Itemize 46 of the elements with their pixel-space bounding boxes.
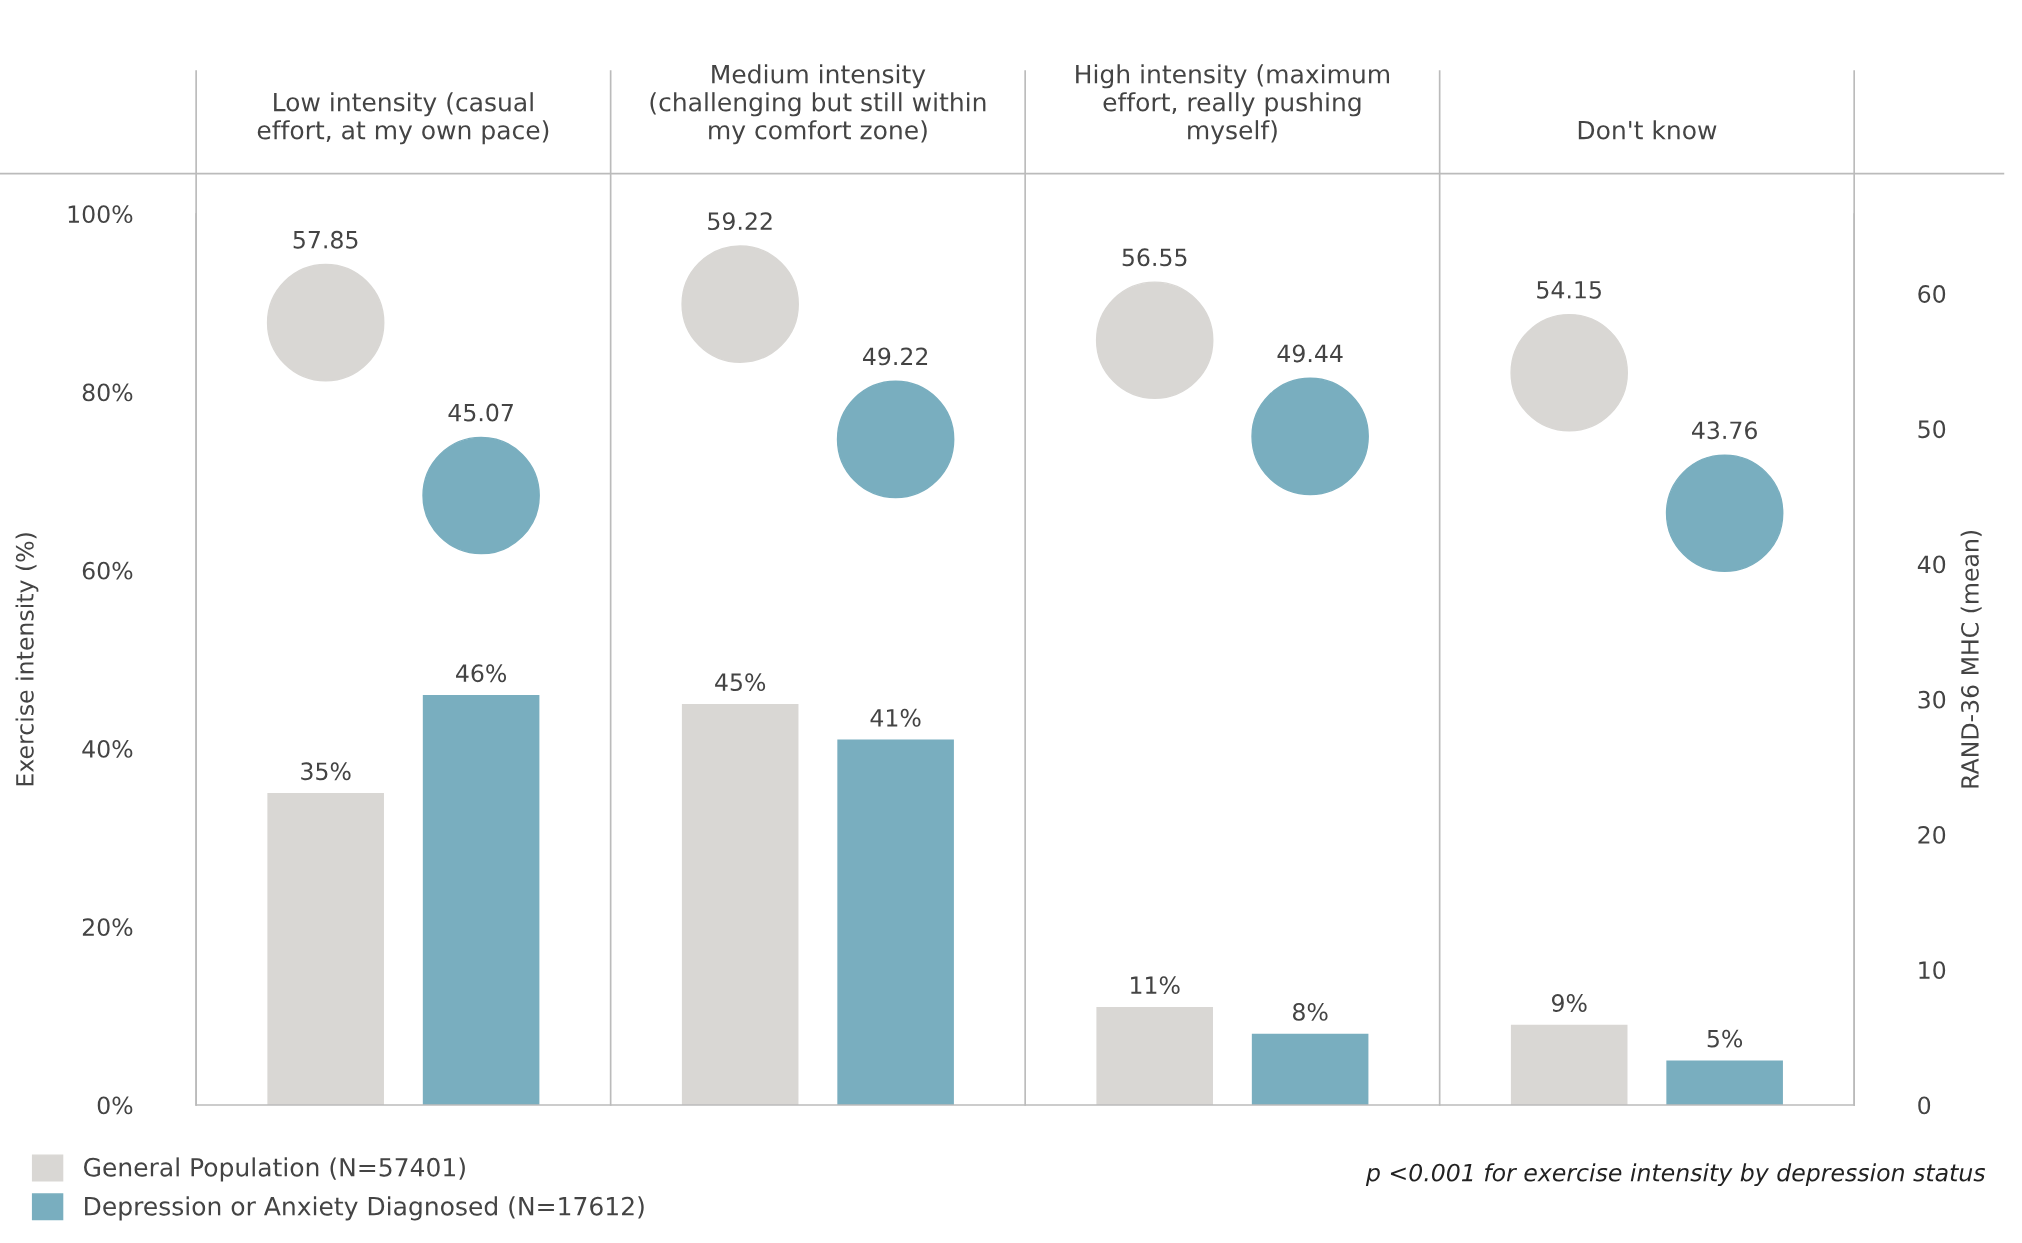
data-label: 46% <box>456 664 507 683</box>
data-label: 57.85 <box>293 230 358 249</box>
bar <box>681 703 799 1106</box>
bar <box>1510 1024 1628 1106</box>
y-tick-label: 100% <box>68 205 133 224</box>
bar <box>267 793 384 1106</box>
data-label: 11% <box>1131 976 1180 995</box>
bar <box>422 695 540 1106</box>
y2-axis-title: RAND-36 MHC (mean) <box>1960 530 1982 788</box>
legend-label: Depression or Anxiety Diagnosed (N=17612) <box>85 1196 644 1221</box>
y-tick-label: 60% <box>82 561 133 580</box>
data-label: 59.22 <box>708 212 772 231</box>
y2-tick-label: 60 <box>1918 285 1946 303</box>
y-tick-label: 0% <box>97 1096 133 1115</box>
y-axis-title: Exercise intensity (%) <box>15 533 39 786</box>
y-tick-label: 80% <box>82 383 133 402</box>
data-label: 8% <box>1293 1002 1328 1021</box>
bar <box>837 739 954 1106</box>
y2-tick-label: 10 <box>1919 961 1946 980</box>
y2-tick-label: 30 <box>1918 690 1946 709</box>
y2-tick-label: 0 <box>1918 1096 1931 1115</box>
y-tick-label: 40% <box>82 739 133 758</box>
data-label: 9% <box>1551 994 1587 1012</box>
data-label: 45% <box>715 673 766 692</box>
y2-tick-label: 40 <box>1917 555 1946 574</box>
data-label: 49.44 <box>1277 344 1343 363</box>
data-label: 43.76 <box>1692 421 1757 440</box>
y-tick-label: 20% <box>82 918 133 937</box>
bar <box>1666 1060 1783 1106</box>
y2-tick-label: 50 <box>1918 420 1946 439</box>
x-tick-label: Don't know <box>1578 120 1717 140</box>
data-label: 41% <box>870 708 921 727</box>
data-label: 49.22 <box>862 347 928 366</box>
data-label: 54.15 <box>1537 281 1601 299</box>
y2-tick-label: 20 <box>1918 825 1946 844</box>
data-label: 45.07 <box>448 403 513 422</box>
data-label: 5% <box>1707 1029 1743 1048</box>
x-tick-label: High intensity (maximum effort, really pushing myself) <box>1076 64 1390 145</box>
x-tick-label: Low intensity (casual effort, at my own pace) <box>257 92 549 145</box>
legend-label: General Population (N=57401) <box>84 1157 465 1182</box>
text: p <0.001 for exercise intensity by depression status <box>1365 1163 1986 1187</box>
x-tick-label: Medium intensity (challenging but still within my comfort zone) <box>650 64 986 145</box>
bar <box>1251 1033 1369 1106</box>
data-label: 35% <box>301 762 351 781</box>
data-label: 56.55 <box>1122 248 1187 267</box>
bar <box>1096 1006 1213 1106</box>
